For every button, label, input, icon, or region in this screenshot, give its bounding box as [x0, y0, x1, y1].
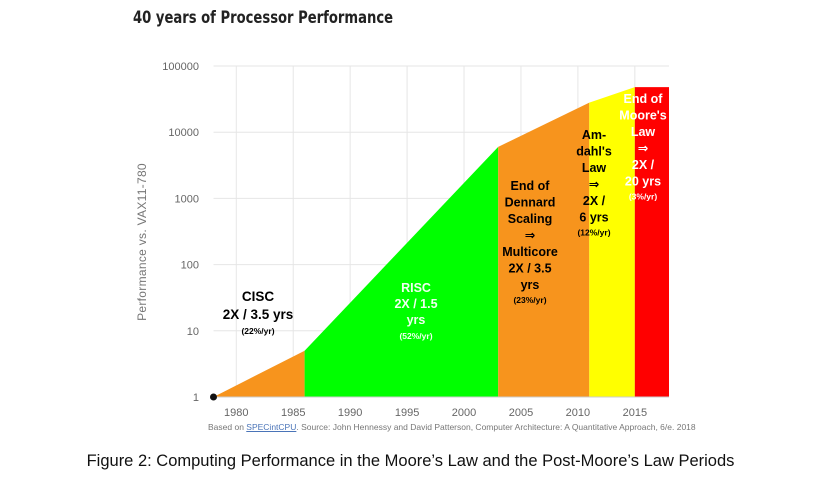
era-label-line: Moore's	[619, 109, 666, 123]
era-label-line: Multicore	[502, 245, 558, 259]
era-label-line: Dennard	[505, 196, 556, 210]
era-label-line: CISC	[242, 289, 275, 304]
y-tick-label: 1000	[175, 193, 199, 205]
era-rate-label: (12%/yr)	[577, 228, 610, 238]
era-label-line: 2X / 3.5 yrs	[223, 307, 294, 322]
era-label-line: Law	[582, 161, 607, 175]
y-tick-label: 100000	[162, 61, 199, 73]
era-label-line: yrs	[521, 278, 540, 292]
era-region	[589, 87, 635, 397]
era-rate-label: (23%/yr)	[513, 295, 546, 305]
era-label-line: End of	[624, 92, 664, 106]
y-tick-label: 1	[193, 392, 199, 404]
source-prefix: Based on	[208, 422, 247, 432]
era-label-line: 2X / 3.5	[508, 262, 551, 276]
origin-point	[210, 393, 217, 401]
y-tick-label: 10000	[168, 127, 199, 139]
era-label-line: 6 yrs	[579, 211, 608, 225]
x-tick-label: 1995	[395, 407, 419, 419]
era-label-line: Scaling	[508, 212, 552, 226]
era-label-line: 2X /	[583, 194, 606, 208]
era-region	[213, 350, 305, 397]
era-label-line: dahl's	[576, 145, 612, 159]
source-note: Based on SPECintCPU. Source: John Hennes…	[208, 422, 696, 432]
x-tick-label: 1985	[281, 407, 305, 419]
x-tick-label: 2000	[452, 407, 476, 419]
x-tick-label: 1990	[338, 407, 362, 419]
era-label-line: ⇒	[638, 142, 648, 156]
source-link[interactable]: SPECintCPU	[246, 422, 297, 432]
era-region	[304, 146, 499, 397]
era-rate-label: (3%/yr)	[629, 192, 658, 202]
era-label-line: 2X /	[632, 158, 655, 172]
era-label-line: ⇒	[589, 178, 599, 192]
era-label-line: 20 yrs	[625, 175, 661, 189]
era-label-line: yrs	[407, 313, 426, 327]
x-tick-label: 2005	[509, 407, 533, 419]
y-tick-label: 100	[181, 260, 199, 272]
era-label-line: Law	[631, 125, 656, 139]
x-tick-label: 2010	[566, 407, 590, 419]
era-region	[498, 102, 590, 397]
era-label-line: RISC	[401, 281, 431, 295]
source-rest: . Source: John Hennessy and David Patter…	[296, 422, 696, 432]
chart-title: 40 years of Processor Performance	[133, 8, 394, 28]
y-tick-label: 10	[187, 326, 199, 338]
era-label-line: 2X / 1.5	[394, 297, 437, 311]
era-label-line: ⇒	[525, 229, 535, 243]
era-rate-label: (52%/yr)	[399, 331, 432, 341]
era-rate-label: (22%/yr)	[241, 326, 274, 336]
era-label-line: End of	[511, 179, 551, 193]
era-region	[634, 87, 669, 397]
x-tick-label: 1980	[224, 407, 248, 419]
x-tick-label: 2015	[623, 407, 647, 419]
figure-caption: Figure 2: Computing Performance in the M…	[86, 452, 735, 470]
era-label-line: Am-	[582, 128, 606, 142]
